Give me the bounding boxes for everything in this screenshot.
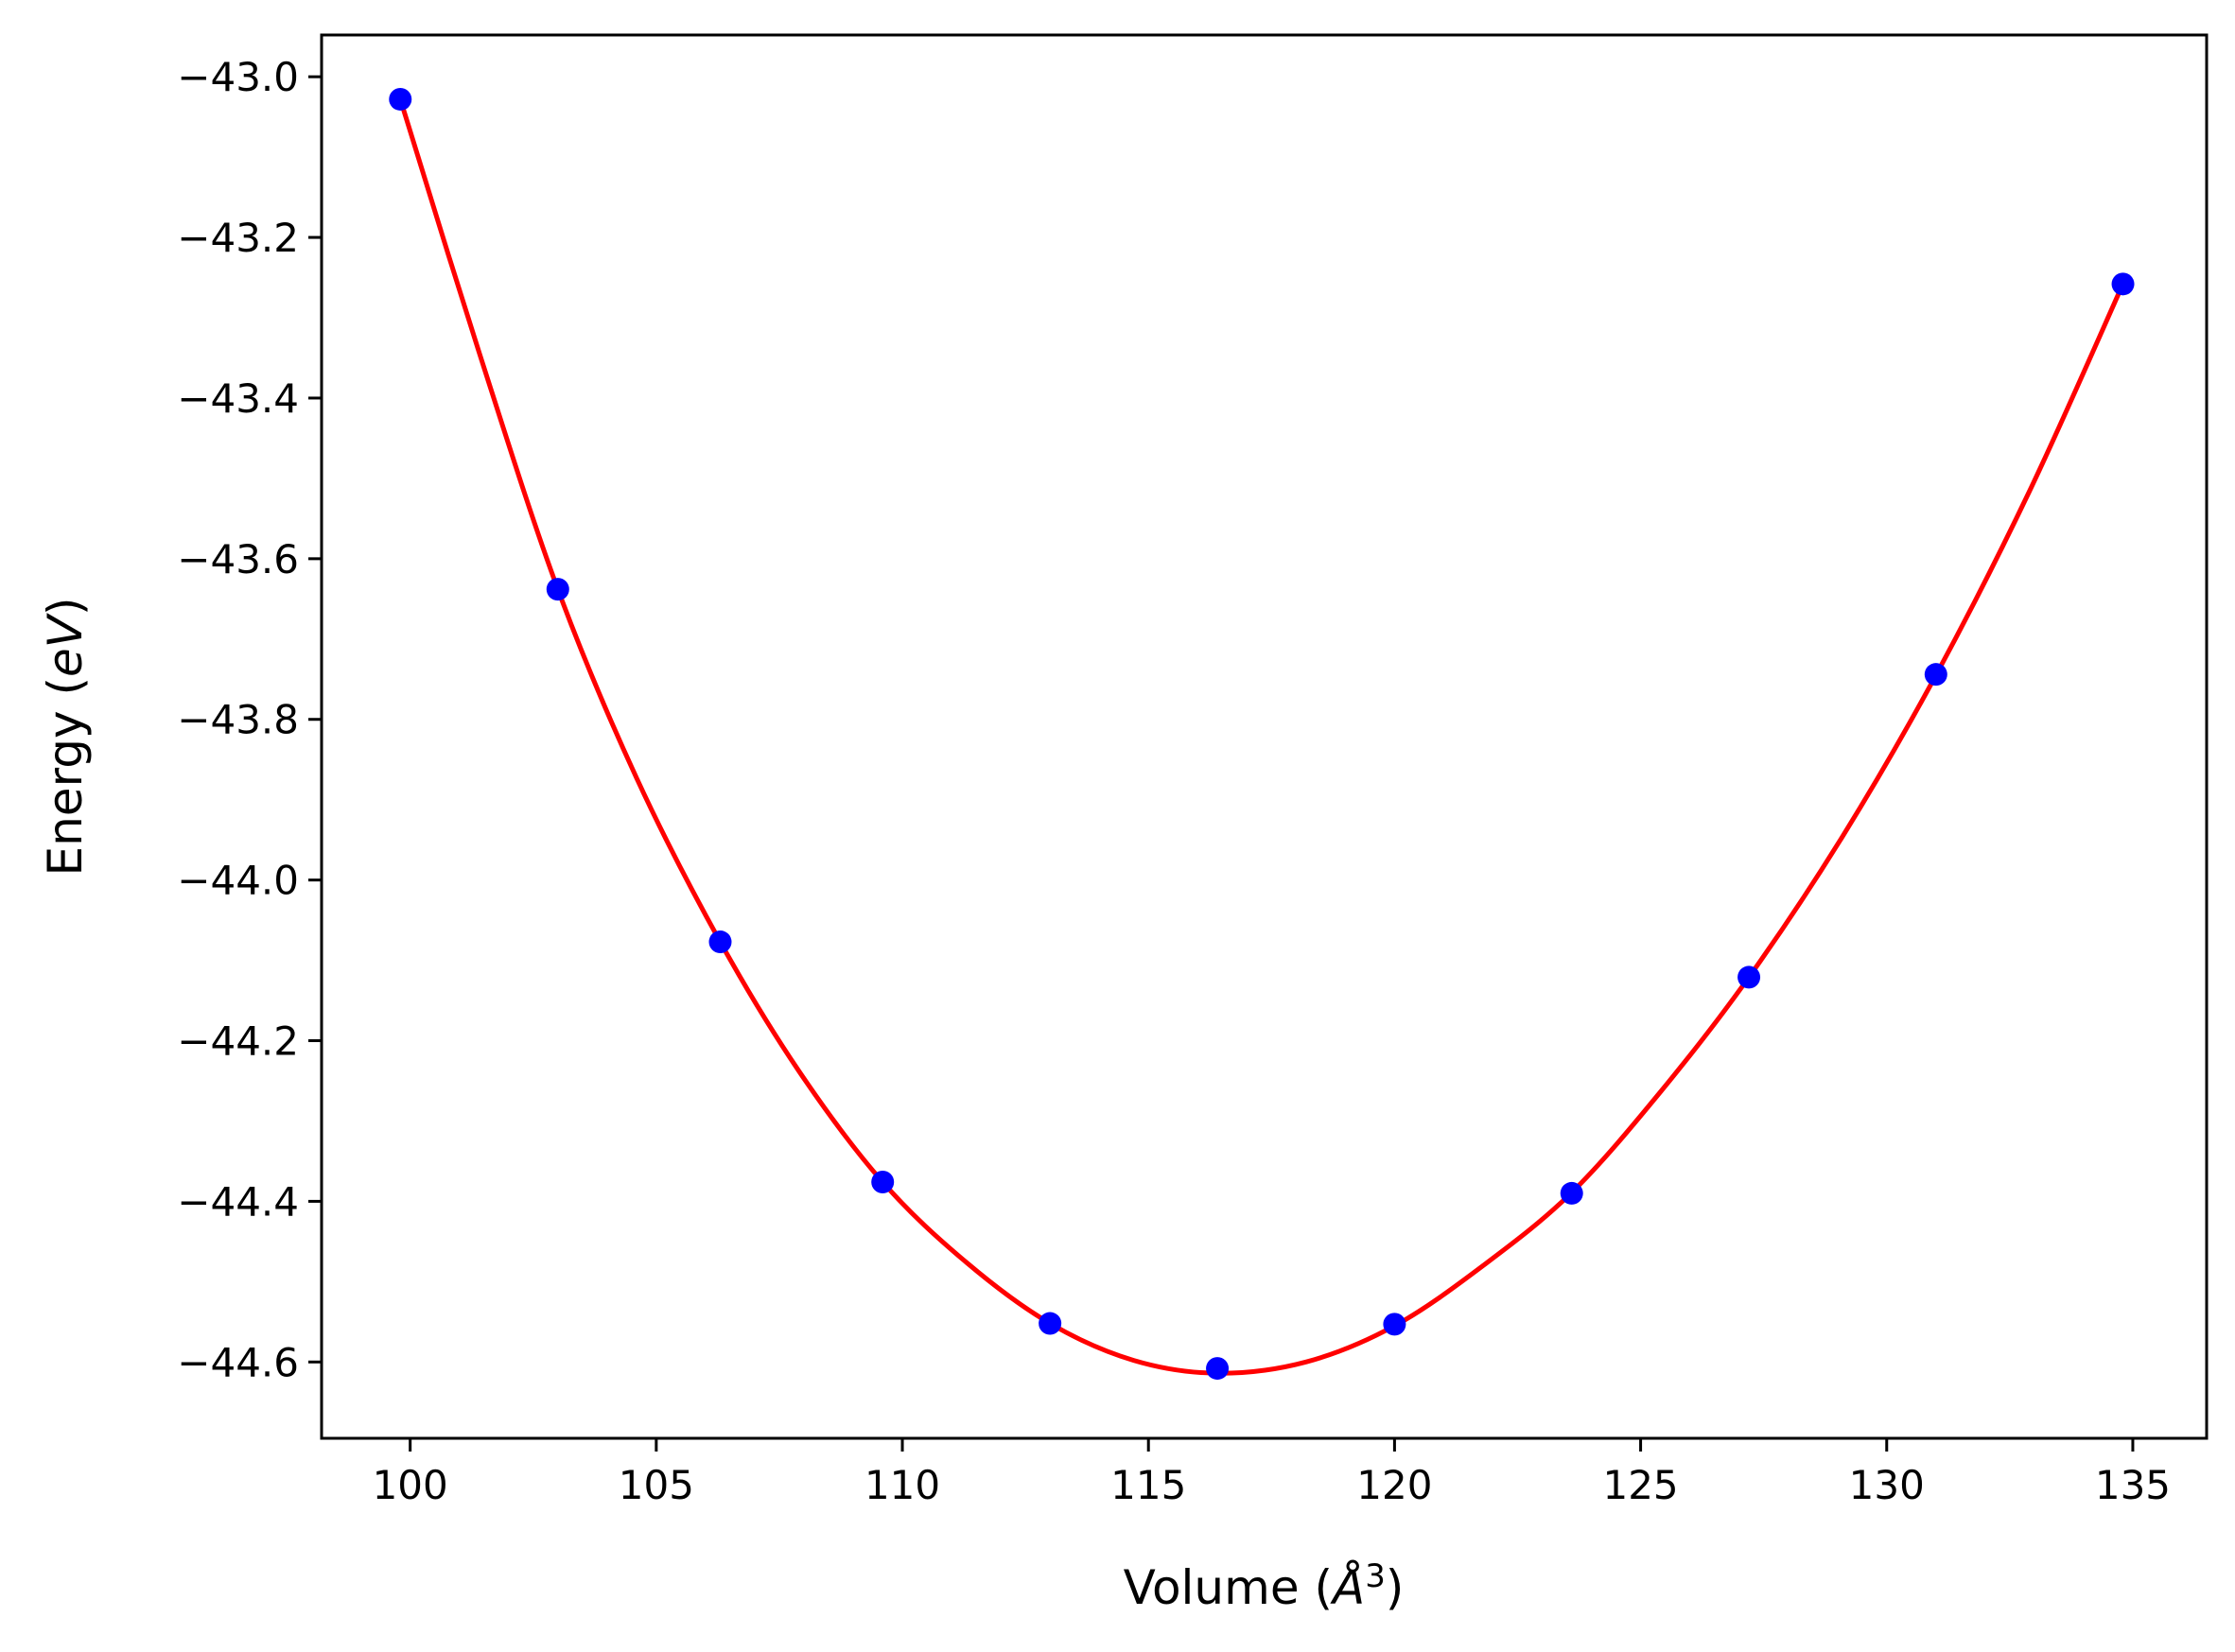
y-tick-label: −43.8 — [177, 697, 299, 743]
y-axis-title: Energy (eV) — [38, 598, 93, 877]
y-tick-label: −43.2 — [177, 215, 299, 261]
x-tick-label: 130 — [1849, 1462, 1925, 1508]
plot-frame — [320, 33, 2209, 1440]
data-point — [1924, 663, 1947, 687]
y-axis-title-text: Energy ( — [38, 677, 93, 876]
x-axis-title-unit: Å — [1330, 1560, 1365, 1615]
y-tick-label: −44.2 — [177, 1018, 299, 1065]
data-points-layer — [389, 87, 2135, 1381]
x-tick-label: 135 — [2095, 1462, 2171, 1508]
x-tick-label: 115 — [1110, 1462, 1186, 1508]
x-axis-title-close: ) — [1386, 1560, 1405, 1615]
data-point — [1039, 1312, 1062, 1335]
y-axis-title-close: ) — [38, 598, 93, 617]
data-point — [1737, 965, 1761, 989]
x-ticks-layer: 100 105 110 115 120 125 130 135 — [373, 1438, 2171, 1508]
y-tick-label: −43.6 — [177, 536, 299, 583]
x-tick-label: 100 — [373, 1462, 448, 1508]
x-tick-label: 110 — [864, 1462, 940, 1508]
x-tick-label: 120 — [1356, 1462, 1432, 1508]
y-axis-title-unit: eV — [38, 612, 93, 677]
y-tick-label: −43.4 — [177, 375, 299, 422]
x-axis-title: Volume (Å3) — [1124, 1557, 1405, 1615]
y-tick-label: −43.0 — [177, 54, 299, 100]
data-point — [708, 930, 732, 954]
x-tick-label: 105 — [619, 1462, 694, 1508]
y-ticks-layer: −43.0 −43.2 −43.4 −43.6 −43.8 −44.0 −44.2 −44.4… — [177, 54, 322, 1385]
x-axis-title-text: Volume ( — [1124, 1560, 1333, 1615]
data-point — [546, 578, 569, 601]
data-point — [871, 1171, 895, 1194]
data-point — [1206, 1357, 1230, 1381]
y-tick-label: −44.4 — [177, 1178, 299, 1225]
data-point — [2111, 272, 2135, 296]
data-point — [1560, 1181, 1583, 1205]
data-point — [1383, 1313, 1406, 1336]
x-tick-label: 125 — [1602, 1462, 1678, 1508]
data-point — [389, 87, 412, 111]
y-tick-label: −44.0 — [177, 858, 299, 904]
x-axis-title-superscript: 3 — [1365, 1557, 1386, 1595]
y-tick-label: −44.6 — [177, 1339, 299, 1385]
